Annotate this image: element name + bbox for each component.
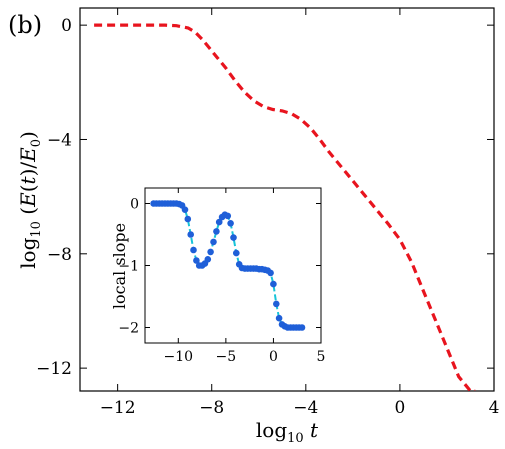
inset-data-point	[207, 248, 214, 256]
inset-points	[150, 200, 306, 331]
inset-data-point	[275, 314, 283, 322]
inset-data-point	[190, 246, 197, 254]
inset-data-point	[230, 234, 237, 241]
y-tick-label: 0	[61, 16, 72, 36]
x-tick-label: 4	[489, 398, 500, 418]
inset-data-point	[193, 257, 200, 264]
x-tick-label: −12	[100, 398, 136, 418]
y-tick-label: −1	[118, 259, 139, 275]
inset-data-point	[273, 300, 280, 308]
main-series-line	[94, 23, 476, 391]
y-tick-label: 0	[130, 197, 139, 213]
inset-background	[145, 188, 321, 343]
inset-data-point	[233, 249, 240, 257]
inset-data-point	[224, 212, 232, 220]
main-ticks: −12 −8 −4 0 4 0 −4 −8 −12	[36, 8, 499, 418]
x-tick-label: −8	[199, 398, 224, 418]
main-plot-frame	[79, 7, 495, 392]
inset-data-point	[215, 218, 223, 226]
main-plot: −12 −8 −4 0 4 0 −4 −8 −12 log10 t log10 (E(t)/E0…	[16, 7, 499, 446]
inset-data-point	[184, 215, 192, 223]
inset-data-point	[181, 206, 189, 213]
inset-data-point	[267, 269, 274, 277]
inset-y-axis-title: local slope	[110, 223, 129, 309]
inset-ticks: −10 −5 0 5 0 −1 −2	[118, 188, 325, 365]
panel-label: (b)	[8, 11, 42, 39]
inset-data-point	[227, 220, 234, 227]
y-tick-label: −8	[47, 245, 72, 265]
inset-data-point	[204, 255, 212, 263]
x-tick-label: −10	[164, 349, 194, 365]
x-tick-label: 5	[317, 349, 326, 365]
x-tick-label: 0	[394, 398, 405, 418]
y-tick-label: −2	[118, 321, 139, 337]
inset-data-point	[298, 324, 306, 331]
inset-data-point	[270, 280, 277, 288]
x-tick-label: −5	[216, 349, 237, 365]
inset-data-point	[213, 228, 220, 235]
x-tick-label: 0	[269, 349, 278, 365]
y-tick-label: −4	[47, 130, 72, 150]
x-tick-label: −4	[293, 398, 318, 418]
inset-data-point	[210, 238, 217, 246]
x-axis-title: log10 t	[256, 418, 319, 446]
inset-data-point	[187, 231, 194, 238]
inset-plot: −10 −5 0 5 0 −1 −2 local slope	[110, 187, 325, 365]
y-axis-title: log10 (E(t)/E0)	[16, 131, 44, 269]
y-tick-label: −12	[36, 359, 72, 379]
